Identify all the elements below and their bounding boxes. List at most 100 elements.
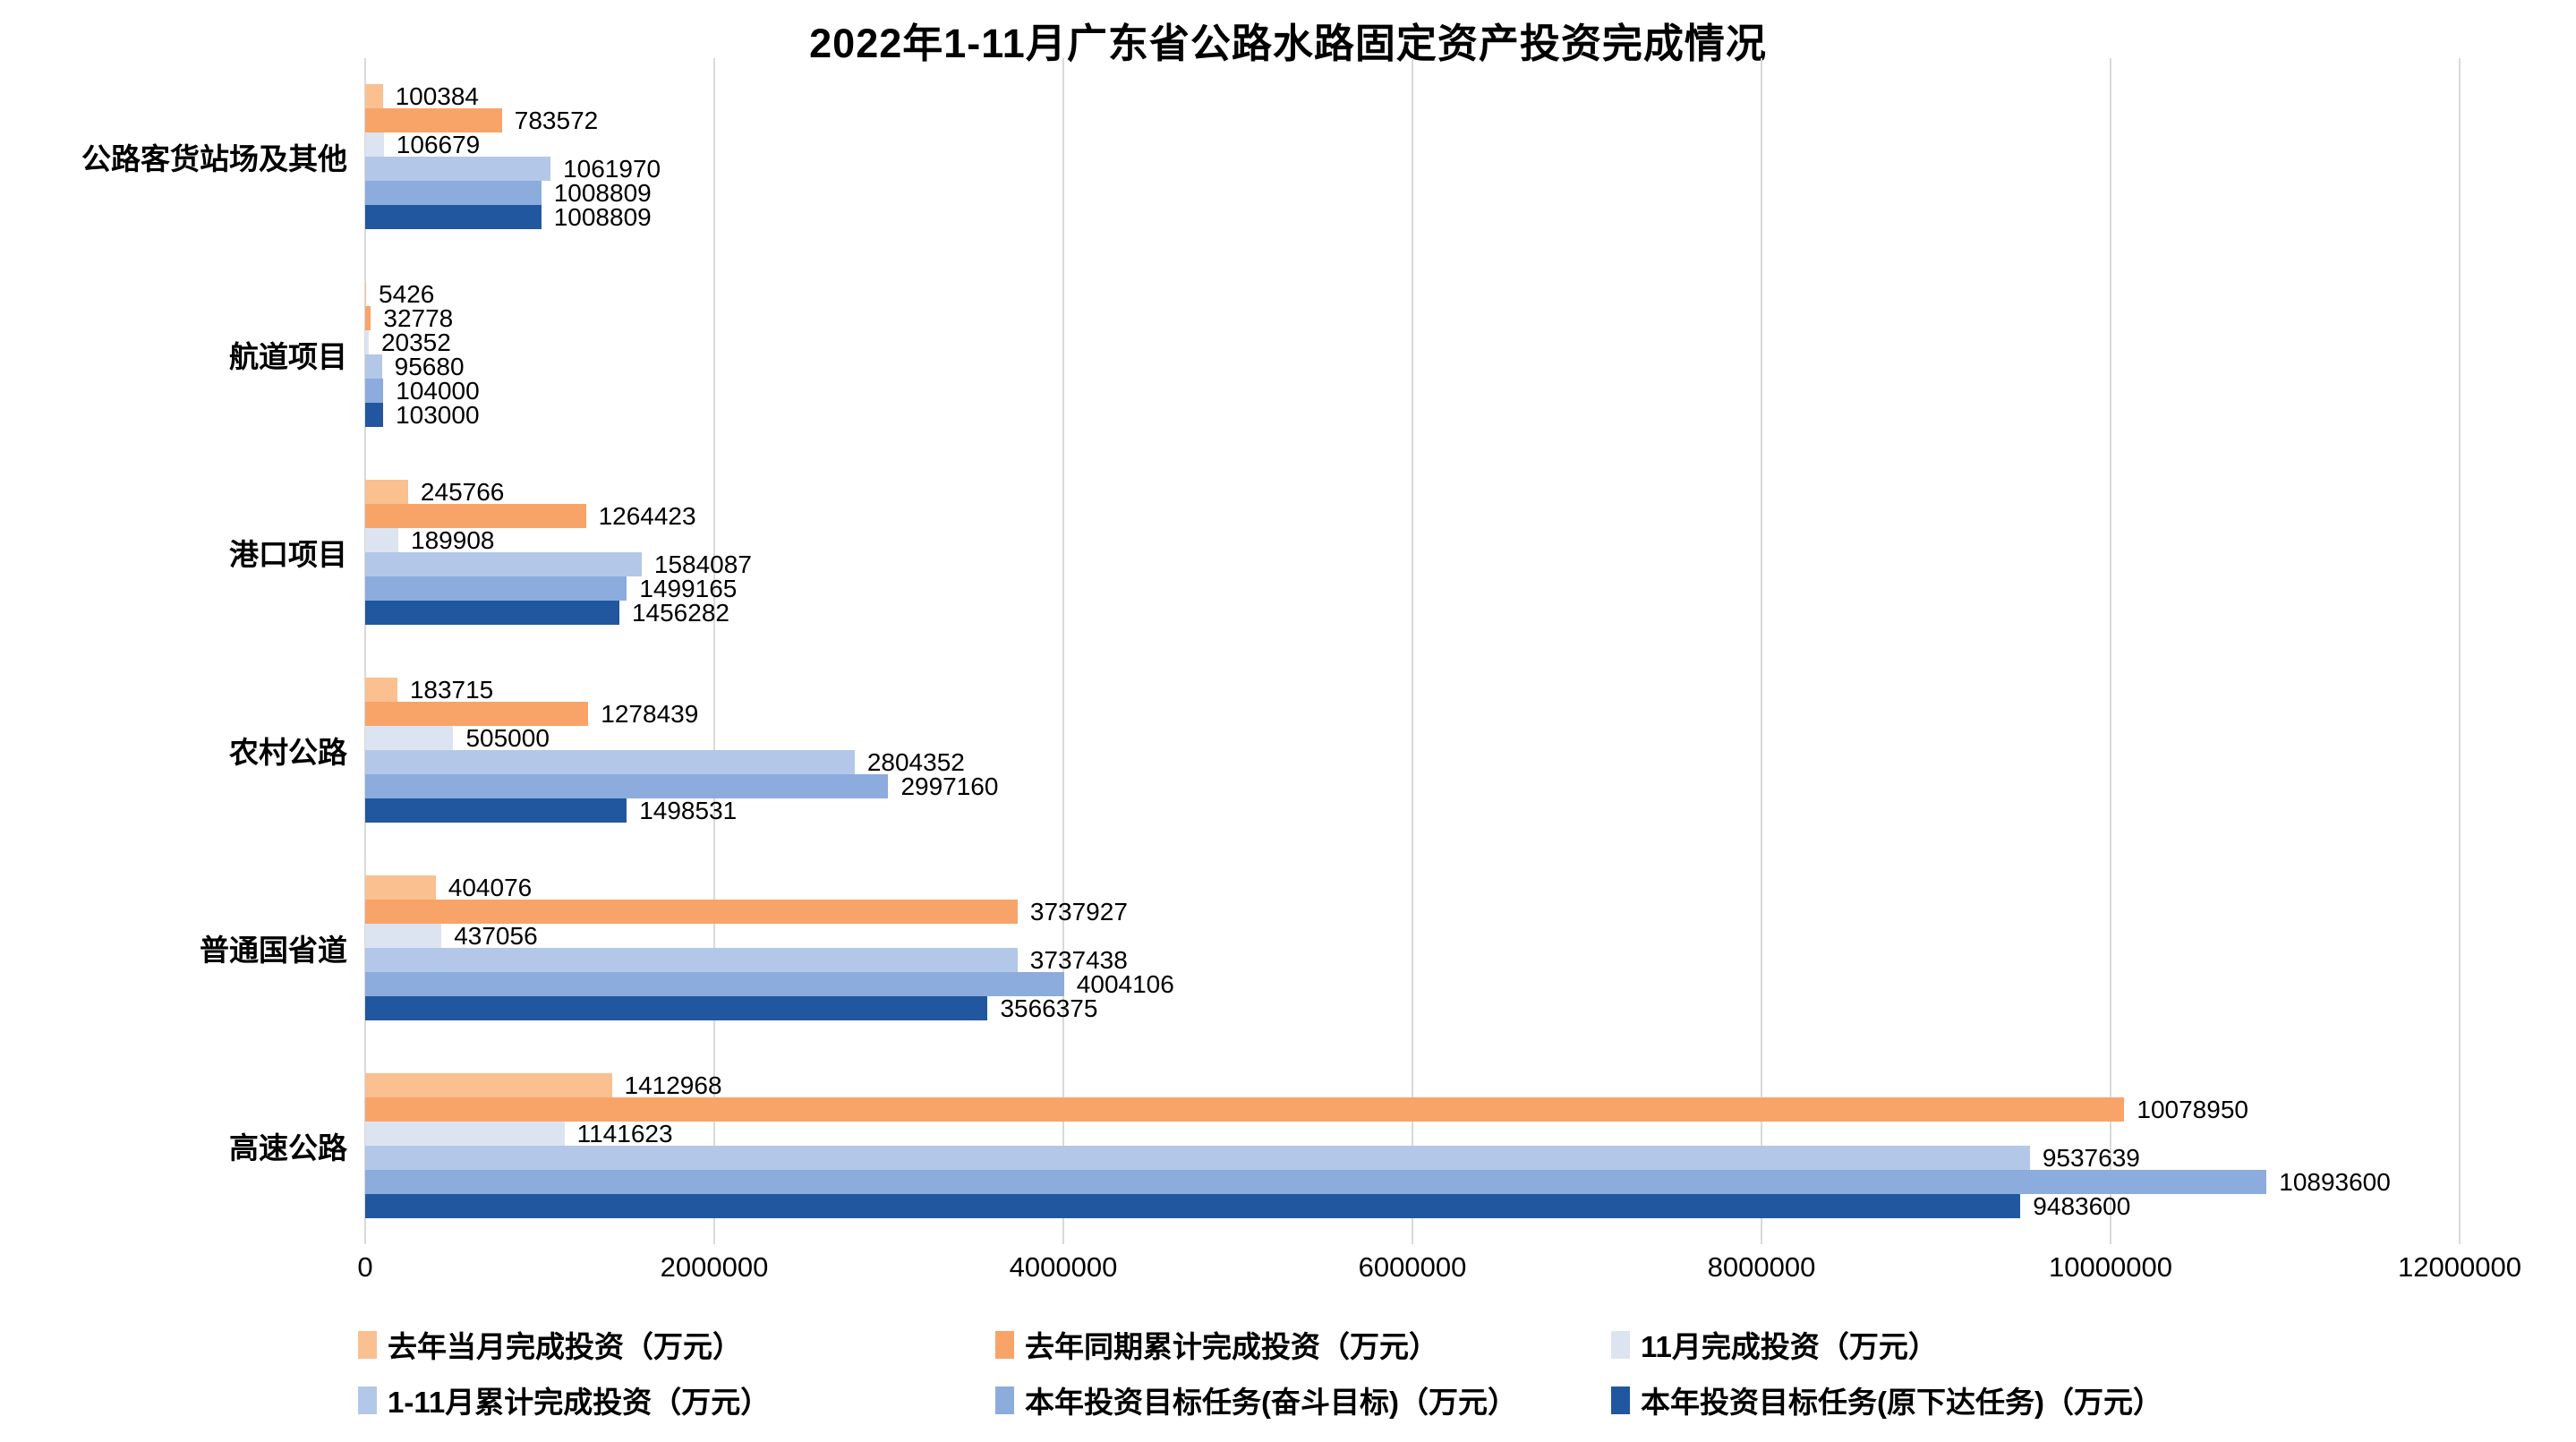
legend-label: 去年同期累计完成投资（万元） xyxy=(1025,1330,1438,1363)
category-label: 公路客货站场及其他 xyxy=(81,142,347,176)
bar-value-label: 104000 xyxy=(396,377,480,405)
bar-value-label: 1141623 xyxy=(576,1119,673,1148)
bar-value-label: 1278439 xyxy=(601,699,699,728)
bar-row: 437056 xyxy=(365,921,2460,950)
bar-row: 783572 xyxy=(365,107,2460,135)
bar-row: 32778 xyxy=(365,306,2460,331)
bar-row: 104000 xyxy=(365,377,2460,405)
bar-row: 20352 xyxy=(365,329,2460,357)
bar-row: 95680 xyxy=(365,353,2460,381)
bar-row: 1264423 xyxy=(365,502,2460,531)
chart-title: 2022年1-11月广东省公路水路固定资产投资完成情况 xyxy=(809,21,1767,66)
bar xyxy=(365,923,442,948)
gridline xyxy=(1412,58,1413,1244)
bar-row: 404076 xyxy=(365,875,2460,900)
x-tick-label: 0 xyxy=(357,1251,373,1283)
bar xyxy=(365,157,551,182)
bar-value-label: 3566375 xyxy=(1000,994,1098,1022)
bar xyxy=(365,306,371,331)
category-label: 港口项目 xyxy=(229,538,347,572)
legend-swatch xyxy=(995,1330,1014,1359)
category-label: 农村公路 xyxy=(229,735,347,769)
bar-row: 103000 xyxy=(365,401,2460,430)
gridline xyxy=(364,58,366,1244)
bar xyxy=(365,749,855,774)
legend-item: 11月完成投资（万元） xyxy=(1611,1325,1938,1364)
bar xyxy=(365,1193,2021,1218)
bar-row: 3737927 xyxy=(365,899,2460,924)
plot-area: 100384 783572 106679 1061970 1008809 1008809 5… xyxy=(364,58,2461,1244)
bar xyxy=(365,480,408,505)
bar xyxy=(365,899,1018,924)
bar-row: 1412968 xyxy=(365,1071,2460,1099)
category-row: 183715 1278439 505000 2804352 2997160 1498531 xyxy=(365,651,2460,849)
bar xyxy=(365,1072,612,1097)
category-row: 245766 1264423 189908 1584087 1499165 1456282 xyxy=(365,454,2460,652)
gridline xyxy=(1761,58,1762,1244)
bar-row: 10893600 xyxy=(365,1167,2460,1196)
bar-value-label: 5426 xyxy=(379,280,435,309)
bar xyxy=(365,773,889,798)
bar xyxy=(365,576,627,602)
category-label: 高速公路 xyxy=(229,1131,347,1165)
bar-value-label: 783572 xyxy=(514,107,599,135)
bar-value-label: 95680 xyxy=(394,353,465,381)
legend-label: 11月完成投资（万元） xyxy=(1641,1330,1938,1363)
bar-row: 505000 xyxy=(365,725,2460,750)
bar xyxy=(365,132,384,158)
bar-row: 183715 xyxy=(365,675,2460,704)
legend-label: 1-11月累计完成投资（万元） xyxy=(388,1386,771,1419)
bar-row: 1278439 xyxy=(365,699,2460,728)
bar-value-label: 20352 xyxy=(380,329,451,357)
bar xyxy=(365,108,502,133)
legend-label: 去年当月完成投资（万元） xyxy=(388,1330,742,1363)
bar-row: 1061970 xyxy=(365,157,2460,182)
bar xyxy=(365,601,619,626)
bar xyxy=(365,379,384,404)
bar-row: 1141623 xyxy=(365,1119,2460,1148)
legend-swatch xyxy=(358,1330,377,1359)
legend-label: 本年投资目标任务(奋斗目标)（万元） xyxy=(1025,1386,1517,1419)
legend-swatch xyxy=(358,1386,377,1414)
x-tick-label: 4000000 xyxy=(1009,1251,1118,1283)
bar-row: 1456282 xyxy=(365,601,2460,626)
bar-row: 10078950 xyxy=(365,1096,2460,1122)
bar-value-label: 1412968 xyxy=(624,1071,722,1099)
x-axis: 0 2000000 4000000 6000000 8000000 10000000 120… xyxy=(357,1251,2521,1289)
bar xyxy=(365,205,542,230)
bar-row: 5426 xyxy=(365,280,2460,309)
bar xyxy=(365,504,586,529)
bar-value-label: 1008809 xyxy=(553,203,652,232)
bar xyxy=(365,875,436,900)
bar-row: 245766 xyxy=(365,480,2460,505)
category-row: 404076 3737927 437056 3737438 4004106 3566375 xyxy=(365,849,2460,1046)
bar-value-label: 9537639 xyxy=(2042,1143,2140,1172)
x-tick-label: 12000000 xyxy=(2398,1251,2521,1283)
x-tick-label: 10000000 xyxy=(2049,1251,2172,1283)
bar-row: 1008809 xyxy=(365,181,2460,206)
bar xyxy=(365,403,384,428)
bar-value-label: 103000 xyxy=(396,401,480,430)
bar xyxy=(365,181,542,206)
bar-value-label: 106679 xyxy=(396,131,481,159)
bar-rows-container: 100384 783572 106679 1061970 1008809 1008809 5… xyxy=(365,58,2460,1244)
bar xyxy=(365,84,383,109)
legend-swatch xyxy=(1611,1386,1630,1414)
x-tick-label: 2000000 xyxy=(660,1251,769,1283)
bar-value-label: 437056 xyxy=(454,921,538,950)
bar-value-label: 1264423 xyxy=(598,502,696,531)
category-axis: 公路客货站场及其他 航道项目 港口项目 农村公路 普通国省道 高速公路 xyxy=(0,58,347,1244)
bar-value-label: 1498531 xyxy=(639,796,738,824)
gridline xyxy=(2110,58,2111,1244)
bar-value-label: 1584087 xyxy=(653,550,752,579)
bar-row: 189908 xyxy=(365,528,2460,553)
legend-item: 1-11月累计完成投资（万元） xyxy=(358,1380,770,1420)
bar-row: 1008809 xyxy=(365,203,2460,232)
bar-value-label: 183715 xyxy=(409,675,494,704)
bar-value-label: 10893600 xyxy=(2279,1167,2391,1196)
bar xyxy=(365,995,988,1020)
gridline xyxy=(1062,58,1064,1244)
bar-value-label: 4004106 xyxy=(1076,969,1174,998)
bar-value-label: 100384 xyxy=(395,82,479,111)
bar xyxy=(365,947,1018,972)
